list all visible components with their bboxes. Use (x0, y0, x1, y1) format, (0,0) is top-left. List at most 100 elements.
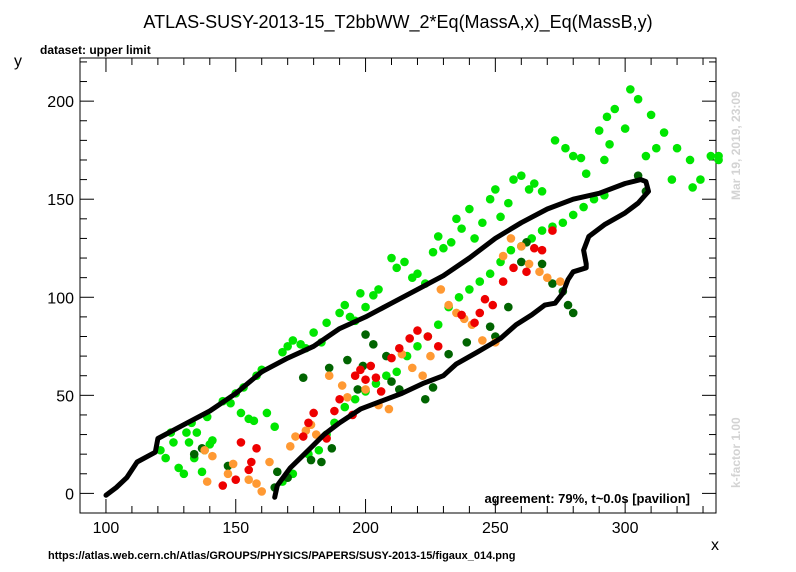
y-axis: 0 50 100 150 200 (47, 61, 716, 514)
data-point-bright-green (433, 232, 443, 241)
data-point-dark-green (548, 279, 557, 288)
data-point-dark-green (189, 449, 199, 459)
data-point-bright-green (641, 151, 651, 161)
data-point-bright-green (672, 143, 682, 153)
data-point-orange (498, 251, 508, 261)
data-point-bright-green (496, 212, 505, 222)
data-point-orange (285, 442, 295, 451)
data-point-bright-green (576, 153, 586, 163)
data-point-red (304, 418, 313, 428)
data-point-red (529, 243, 539, 253)
x-tick-label: 250 (482, 520, 509, 537)
data-point-bright-green (646, 110, 656, 120)
data-point-orange (265, 457, 274, 467)
plot-area: 0 50 100 150 200 100 150 200 250 300 (47, 57, 723, 537)
data-point-red (509, 263, 518, 273)
data-point-bright-green (356, 289, 365, 298)
data-point-bright-green (192, 428, 202, 437)
data-point-red (366, 361, 376, 371)
data-point-orange (257, 487, 267, 496)
kfactor-label: k-factor 1.00 (729, 417, 743, 488)
data-point-red (330, 406, 339, 416)
data-point-bright-green (197, 467, 207, 477)
data-point-bright-green (620, 124, 630, 133)
data-point-dark-green (361, 330, 370, 339)
data-point-bright-green (433, 320, 443, 330)
data-point-orange (555, 277, 565, 286)
data-point-dark-green (306, 455, 316, 465)
data-point-bright-green (413, 269, 422, 279)
x-tick-label: 100 (93, 520, 120, 537)
data-point-bright-green (485, 269, 495, 279)
data-point-orange (244, 475, 254, 484)
data-point-bright-green (208, 436, 217, 445)
data-point-orange (384, 404, 394, 414)
data-point-bright-green (470, 234, 479, 243)
timestamp-label: Mar 19, 2019, 23:09 (729, 91, 743, 200)
data-point-orange (535, 267, 544, 277)
data-point-bright-green (174, 463, 183, 473)
data-point-bright-green (667, 175, 677, 184)
data-point-orange (324, 371, 334, 381)
data-point-orange (478, 336, 487, 345)
data-point-red (218, 481, 228, 490)
data-point-bright-green (600, 155, 609, 165)
x-tick-label: 300 (612, 520, 639, 537)
data-point-bright-green (314, 445, 324, 455)
data-point-bright-green (179, 469, 189, 479)
data-point-bright-green (392, 367, 402, 377)
data-point-red (433, 341, 443, 351)
data-point-orange (252, 479, 261, 488)
data-point-bright-green (454, 292, 464, 302)
data-point-bright-green (361, 302, 370, 312)
data-point-dark-green (317, 457, 326, 467)
y-tick-label: 50 (56, 388, 74, 405)
data-point-dark-green (420, 394, 430, 404)
data-point-dark-green (485, 322, 495, 331)
data-point-red (475, 308, 485, 318)
data-points (156, 85, 723, 496)
data-point-orange (426, 351, 435, 361)
data-point-bright-green (457, 224, 466, 233)
data-point-bright-green (602, 112, 612, 122)
data-point-bright-green (651, 143, 661, 153)
data-point-red (335, 394, 344, 404)
data-point-orange (291, 432, 300, 441)
data-point-bright-green (236, 408, 246, 418)
data-point-dark-green (272, 467, 282, 477)
data-point-orange (202, 477, 212, 486)
data-point-bright-green (537, 226, 547, 235)
data-point-bright-green (387, 253, 396, 263)
data-point-dark-green (504, 302, 513, 312)
data-point-bright-green (335, 308, 344, 318)
data-point-bright-green (400, 257, 409, 267)
data-point-red (537, 245, 547, 255)
data-point-bright-green (485, 194, 495, 204)
x-tick-label: 150 (222, 520, 249, 537)
data-point-bright-green (309, 328, 318, 337)
data-point-bright-green (340, 402, 350, 412)
data-point-bright-green (262, 408, 272, 418)
data-point-dark-green (353, 385, 363, 394)
data-point-bright-green (475, 277, 485, 286)
data-point-red (298, 432, 308, 441)
footer-url: https://atlas.web.cern.ch/Atlas/GROUPS/P… (48, 550, 515, 562)
data-point-bright-green (161, 453, 170, 463)
data-point-bright-green (283, 341, 292, 351)
data-point-bright-green (537, 187, 547, 196)
data-point-orange (337, 381, 347, 390)
data-point-orange (361, 385, 370, 394)
data-point-bright-green (182, 428, 191, 437)
y-tick-label: 100 (47, 290, 74, 307)
data-point-red (247, 457, 256, 467)
data-point-red (231, 475, 241, 484)
data-point-dark-green (428, 383, 438, 392)
data-point-bright-green (714, 155, 723, 165)
x-axis-label: x (711, 537, 719, 554)
data-point-bright-green (605, 139, 614, 149)
data-point-dark-green (568, 308, 578, 318)
data-point-red (480, 294, 490, 304)
data-point-orange (517, 241, 526, 251)
data-point-orange (407, 363, 417, 373)
